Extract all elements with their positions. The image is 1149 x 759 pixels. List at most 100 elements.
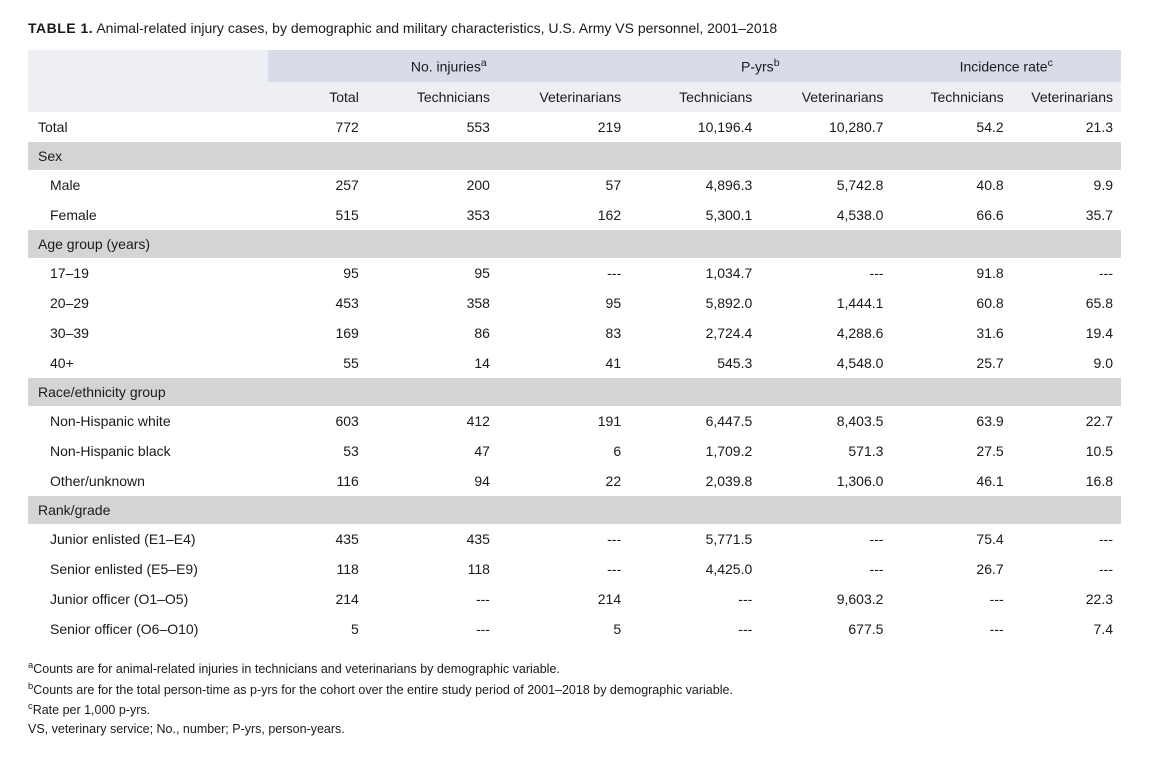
cell: 31.6 [891, 318, 1011, 348]
cell: 571.3 [760, 436, 891, 466]
row-label: Junior officer (O1–O5) [28, 584, 268, 614]
cell: 60.8 [891, 288, 1011, 318]
cell: --- [367, 584, 498, 614]
cell: 46.1 [891, 466, 1011, 496]
row-label: Senior officer (O6–O10) [28, 614, 268, 644]
cell: 412 [367, 406, 498, 436]
cell: 169 [268, 318, 366, 348]
cell: 677.5 [760, 614, 891, 644]
cell: 5,892.0 [629, 288, 760, 318]
table-row: 17–199595---1,034.7---91.8--- [28, 258, 1121, 288]
table-row: 40+551441545.34,548.025.79.0 [28, 348, 1121, 378]
cell: --- [1012, 554, 1121, 584]
cell: 219 [498, 112, 629, 142]
cell: 4,425.0 [629, 554, 760, 584]
row-label: 30–39 [28, 318, 268, 348]
cell: --- [629, 614, 760, 644]
cell: 553 [367, 112, 498, 142]
cell: 55 [268, 348, 366, 378]
cell: 118 [268, 554, 366, 584]
cell: 86 [367, 318, 498, 348]
cell: 47 [367, 436, 498, 466]
cell: 22.3 [1012, 584, 1121, 614]
section-row: Sex [28, 142, 1121, 170]
cell: 95 [367, 258, 498, 288]
column-header: Veterinarians [760, 82, 891, 112]
section-row: Race/ethnicity group [28, 378, 1121, 406]
table-title: TABLE 1. Animal-related injury cases, by… [28, 20, 1121, 36]
cell: 75.4 [891, 524, 1011, 554]
row-label: Non-Hispanic white [28, 406, 268, 436]
cell: 40.8 [891, 170, 1011, 200]
cell: --- [760, 524, 891, 554]
cell: 545.3 [629, 348, 760, 378]
group-header-label: No. injuries [411, 59, 481, 75]
table-caption: Animal-related injury cases, by demograp… [96, 20, 777, 36]
group-header-label: P-yrs [741, 59, 774, 75]
section-label: Race/ethnicity group [28, 378, 1121, 406]
row-label: 20–29 [28, 288, 268, 318]
cell: 2,039.8 [629, 466, 760, 496]
row-label: Female [28, 200, 268, 230]
table-row: Senior enlisted (E5–E9)118118---4,425.0-… [28, 554, 1121, 584]
group-header-sup: b [774, 57, 780, 69]
group-header-sup: a [481, 57, 487, 69]
table-row: 20–29453358955,892.01,444.160.865.8 [28, 288, 1121, 318]
column-header: Technicians [629, 82, 760, 112]
cell: 5,300.1 [629, 200, 760, 230]
cell: 10,196.4 [629, 112, 760, 142]
section-label: Sex [28, 142, 1121, 170]
cell: 22 [498, 466, 629, 496]
cell: 35.7 [1012, 200, 1121, 230]
footnotes: aCounts are for animal-related injuries … [28, 658, 1121, 739]
footnote-text: Rate per 1,000 p-yrs. [33, 704, 150, 718]
cell: 95 [268, 258, 366, 288]
cell: 21.3 [1012, 112, 1121, 142]
column-header: Technicians [891, 82, 1011, 112]
cell: 10.5 [1012, 436, 1121, 466]
sub-header-row: TotalTechniciansVeterinariansTechnicians… [28, 82, 1121, 112]
section-label: Rank/grade [28, 496, 1121, 524]
table-row: Senior officer (O6–O10)5---5---677.5---7… [28, 614, 1121, 644]
row-label: Male [28, 170, 268, 200]
cell: 53 [268, 436, 366, 466]
cell: --- [1012, 258, 1121, 288]
cell: 19.4 [1012, 318, 1121, 348]
cell: 83 [498, 318, 629, 348]
cell: 65.8 [1012, 288, 1121, 318]
table-row: Junior enlisted (E1–E4)435435---5,771.5-… [28, 524, 1121, 554]
table-row: Total77255321910,196.410,280.754.221.3 [28, 112, 1121, 142]
cell: 22.7 [1012, 406, 1121, 436]
footnote: cRate per 1,000 p-yrs. [28, 699, 1121, 720]
cell: 57 [498, 170, 629, 200]
row-label: Junior enlisted (E1–E4) [28, 524, 268, 554]
cell: 95 [498, 288, 629, 318]
column-header: Veterinarians [498, 82, 629, 112]
cell: 118 [367, 554, 498, 584]
table-row: Junior officer (O1–O5)214---214---9,603.… [28, 584, 1121, 614]
cell: 9,603.2 [760, 584, 891, 614]
cell: 772 [268, 112, 366, 142]
footnote: bCounts are for the total person-time as… [28, 679, 1121, 700]
row-label: 40+ [28, 348, 268, 378]
group-header: No. injuriesa [268, 50, 629, 82]
cell: 4,288.6 [760, 318, 891, 348]
cell: 515 [268, 200, 366, 230]
cell: 6 [498, 436, 629, 466]
table-row: 30–3916986832,724.44,288.631.619.4 [28, 318, 1121, 348]
group-header-blank [28, 50, 268, 82]
footnote-text: Counts are for animal-related injuries i… [33, 662, 560, 676]
cell: 5,742.8 [760, 170, 891, 200]
cell: 1,306.0 [760, 466, 891, 496]
cell: 7.4 [1012, 614, 1121, 644]
row-label: Total [28, 112, 268, 142]
cell: 9.0 [1012, 348, 1121, 378]
footnote: VS, veterinary service; No., number; P-y… [28, 720, 1121, 739]
group-header: P-yrsb [629, 50, 891, 82]
cell: 214 [268, 584, 366, 614]
column-header: Veterinarians [1012, 82, 1121, 112]
cell: --- [498, 554, 629, 584]
cell: 5,771.5 [629, 524, 760, 554]
cell: --- [760, 258, 891, 288]
cell: 14 [367, 348, 498, 378]
